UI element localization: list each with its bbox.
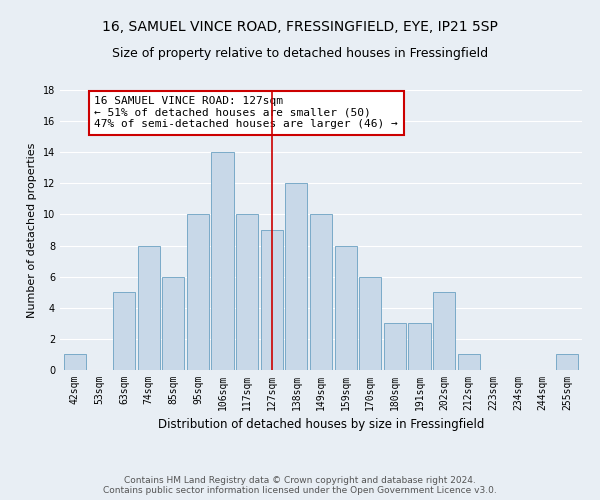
Bar (64, 354, 86, 370)
Bar (409, 324, 431, 370)
Bar (113, 292, 135, 370)
Bar (162, 276, 184, 370)
Bar (260, 230, 283, 370)
Bar (433, 292, 455, 370)
Text: 16 SAMUEL VINCE ROAD: 127sqm
← 51% of detached houses are smaller (50)
47% of se: 16 SAMUEL VINCE ROAD: 127sqm ← 51% of de… (94, 96, 398, 130)
Bar (187, 214, 209, 370)
X-axis label: Distribution of detached houses by size in Fressingfield: Distribution of detached houses by size … (158, 418, 484, 432)
Bar (211, 152, 233, 370)
Text: Contains HM Land Registry data © Crown copyright and database right 2024.
Contai: Contains HM Land Registry data © Crown c… (103, 476, 497, 495)
Text: 16, SAMUEL VINCE ROAD, FRESSINGFIELD, EYE, IP21 5SP: 16, SAMUEL VINCE ROAD, FRESSINGFIELD, EY… (102, 20, 498, 34)
Text: Size of property relative to detached houses in Fressingfield: Size of property relative to detached ho… (112, 48, 488, 60)
Bar (359, 276, 382, 370)
Bar (137, 246, 160, 370)
Y-axis label: Number of detached properties: Number of detached properties (27, 142, 37, 318)
Bar (310, 214, 332, 370)
Bar (458, 354, 480, 370)
Bar (285, 184, 307, 370)
Bar (384, 324, 406, 370)
Bar (556, 354, 578, 370)
Bar (335, 246, 357, 370)
Bar (236, 214, 258, 370)
